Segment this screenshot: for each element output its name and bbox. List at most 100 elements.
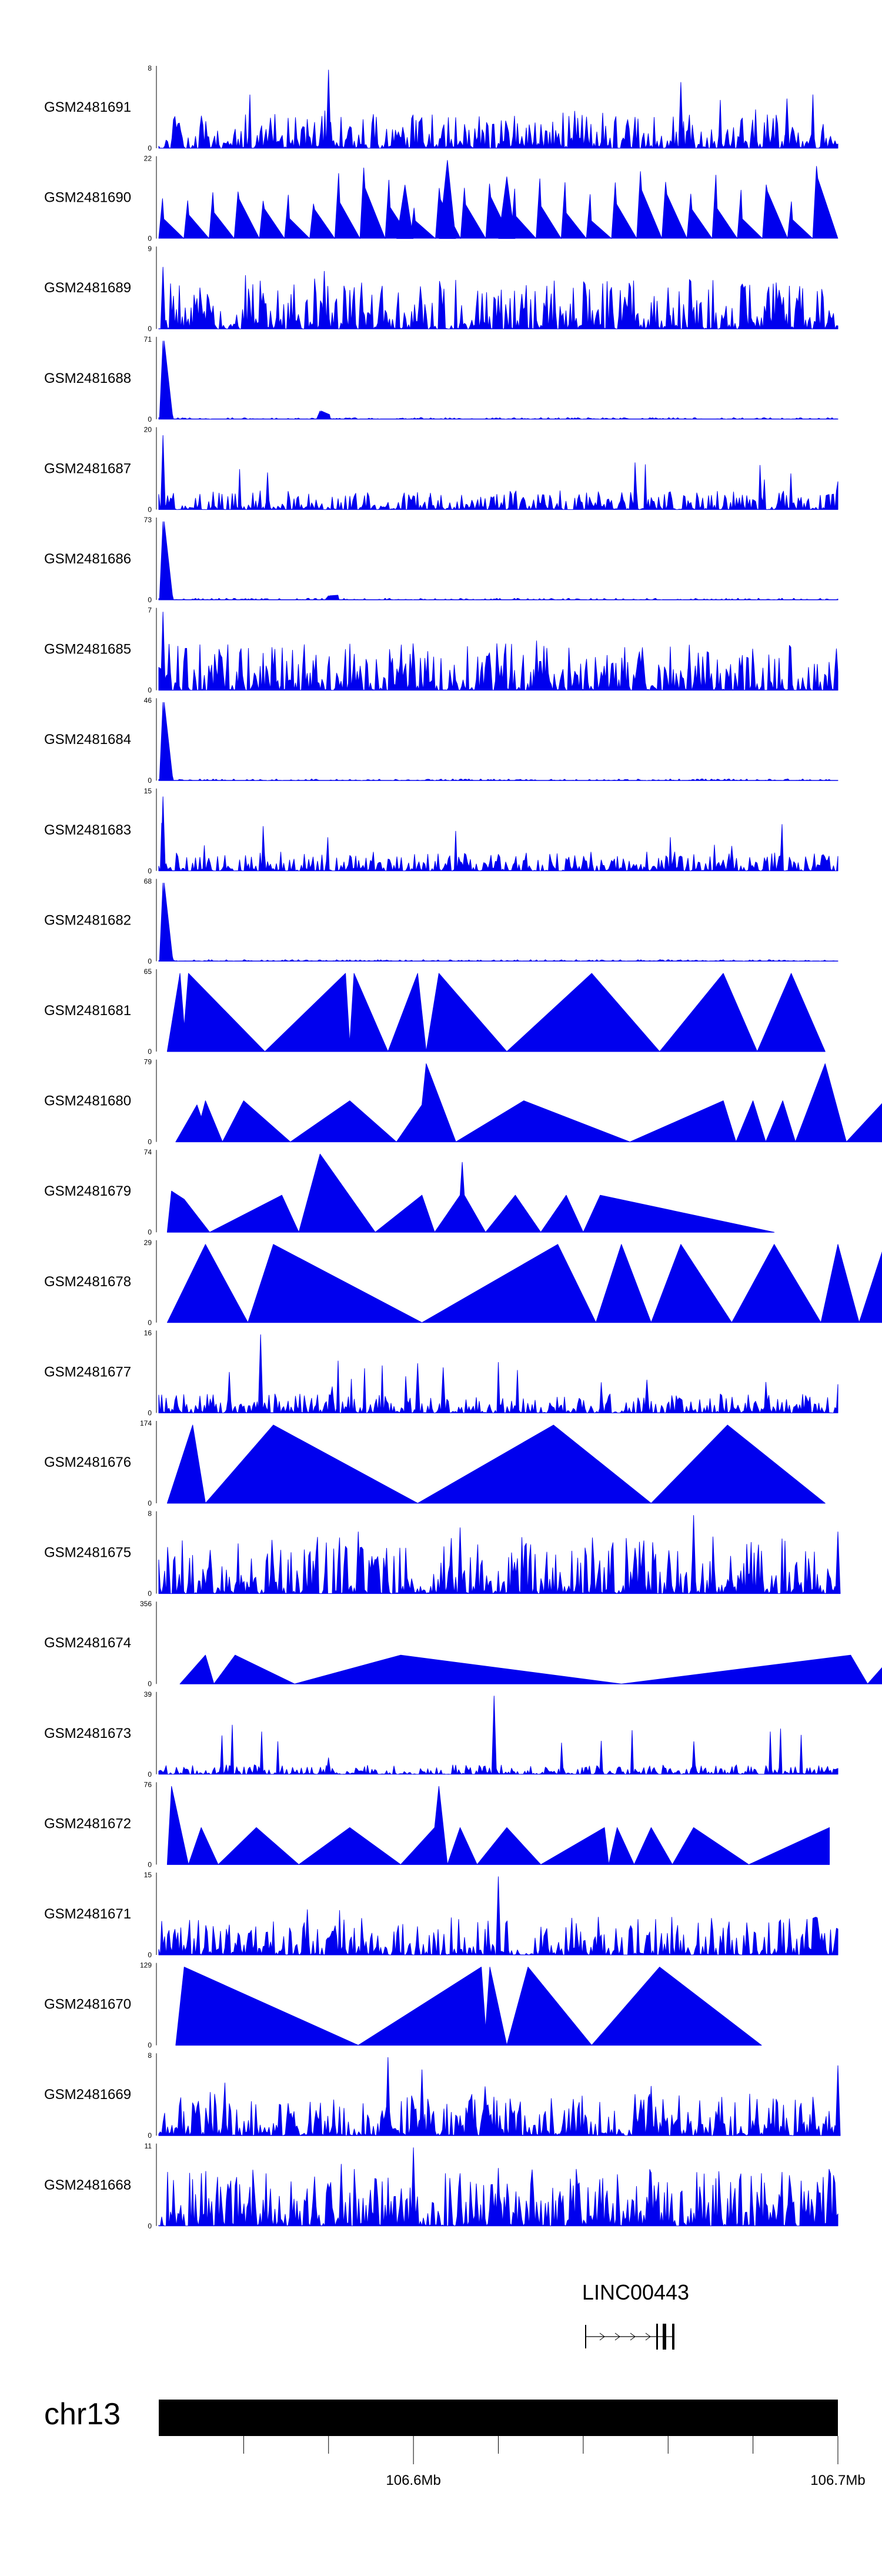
track-label: GSM2481672: [44, 1816, 131, 1831]
track-GSM2481673: GSM2481673 39 0: [44, 1690, 838, 1778]
track-GSM2481674: GSM2481674 356 0: [44, 1600, 882, 1688]
track-GSM2481671: GSM2481671 15 0: [44, 1871, 838, 1959]
track-label: GSM2481689: [44, 280, 131, 296]
track-ymin-label: 0: [148, 1680, 152, 1688]
track-signal-area: [166, 1153, 775, 1233]
track-ymax-label: 8: [148, 1510, 152, 1518]
track-ymin-label: 0: [148, 415, 152, 423]
track-ymin-label: 0: [148, 867, 152, 875]
track-ymax-label: 129: [140, 1961, 152, 1970]
track-GSM2481675: GSM2481675 8 0: [44, 1510, 841, 1598]
track-ymax-label: 71: [144, 335, 152, 343]
track-label: GSM2481690: [44, 190, 131, 206]
track-ymin-label: 0: [148, 1138, 152, 1146]
track-label: GSM2481686: [44, 551, 131, 567]
track-ymax-label: 8: [148, 2051, 152, 2060]
track-signal-area: [158, 435, 838, 510]
axis-tick-label: 106.6Mb: [386, 2472, 440, 2488]
track-ymax-label: 73: [144, 516, 152, 524]
track-ymax-label: 16: [144, 1329, 152, 1337]
track-label: GSM2481684: [44, 732, 131, 748]
gene-track: LINC00443: [582, 2280, 689, 2350]
track-ymin-label: 0: [148, 235, 152, 243]
track-signal-area: [158, 882, 838, 962]
track-label: GSM2481668: [44, 2177, 131, 2193]
track-signal-area: [158, 612, 838, 691]
chromosome-label: chr13: [44, 2397, 121, 2431]
track-GSM2481686: GSM2481686 73 0: [44, 516, 838, 604]
track-signal-area: [166, 973, 826, 1052]
track-label: GSM2481671: [44, 1906, 131, 1922]
track-signal-area: [158, 266, 838, 329]
track-ymin-label: 0: [148, 505, 152, 513]
track-ymax-label: 20: [144, 425, 152, 433]
track-GSM2481681: GSM2481681 65 0: [44, 967, 826, 1056]
track-signal-area: [158, 796, 838, 872]
track-ymin-label: 0: [148, 2222, 152, 2230]
track-signal-area: [158, 1334, 838, 1413]
track-ymax-label: 8: [148, 64, 152, 72]
track-ymax-label: 15: [144, 1871, 152, 1879]
gene-strand-arrow: [599, 2333, 605, 2341]
track-ymax-label: 22: [144, 155, 152, 163]
track-ymax-label: 9: [148, 245, 152, 253]
track-GSM2481678: GSM2481678 29 0: [44, 1239, 882, 1327]
track-GSM2481679: GSM2481679 74 0: [44, 1148, 775, 1236]
track-ymax-label: 356: [140, 1600, 152, 1608]
track-label: GSM2481681: [44, 1003, 131, 1019]
gene-strand-arrow: [630, 2333, 636, 2341]
track-ymax-label: 15: [144, 787, 152, 795]
track-signal-area: [158, 69, 838, 149]
track-GSM2481670: GSM2481670 129 0: [44, 1961, 762, 2050]
track-ymax-label: 11: [145, 2142, 152, 2150]
track-signal-area: [158, 1696, 838, 1775]
track-label: GSM2481685: [44, 642, 131, 658]
gene-strand-arrow: [614, 2333, 620, 2341]
track-GSM2481687: GSM2481687 20 0: [44, 425, 838, 513]
track-GSM2481676: GSM2481676 174 0: [44, 1419, 826, 1507]
gene-label: LINC00443: [582, 2280, 689, 2304]
track-label: GSM2481688: [44, 371, 131, 386]
track-signal-area: [158, 702, 838, 781]
track-ymin-label: 0: [148, 1047, 152, 1056]
track-label: GSM2481679: [44, 1183, 131, 1199]
track-ymax-label: 46: [144, 696, 152, 705]
track-ymax-label: 76: [144, 1780, 152, 1788]
track-label: GSM2481678: [44, 1274, 131, 1290]
track-GSM2481677: GSM2481677 16 0: [44, 1329, 838, 1417]
track-label: GSM2481682: [44, 912, 131, 928]
track-ymin-label: 0: [148, 1770, 152, 1778]
track-GSM2481685: GSM2481685 7 0: [44, 606, 838, 695]
track-signal-area: [158, 2147, 838, 2227]
track-label: GSM2481683: [44, 822, 131, 838]
track-GSM2481691: GSM2481691 8 0: [44, 64, 838, 152]
track-GSM2481669: GSM2481669 8 0: [44, 2051, 841, 2140]
track-ymax-label: 68: [144, 877, 152, 885]
gene-exon: [656, 2324, 658, 2350]
track-label: GSM2481673: [44, 1726, 131, 1741]
track-ymin-label: 0: [148, 1951, 152, 1959]
track-ymax-label: 7: [148, 606, 152, 615]
track-signal-area: [158, 2057, 841, 2136]
track-ymin-label: 0: [148, 596, 152, 604]
track-label: GSM2481674: [44, 1635, 131, 1651]
track-ymax-label: 65: [144, 967, 152, 976]
track-ymin-label: 0: [148, 325, 152, 333]
track-signal-area: [166, 1786, 830, 1865]
signal-tracks: GSM248169180GSM2481690220GSM248168990GSM…: [44, 64, 882, 2230]
track-signal-area: [158, 1876, 838, 1956]
track-signal-area: [175, 1063, 882, 1143]
axis-tick-label: 106.7Mb: [810, 2472, 865, 2488]
track-ymax-label: 39: [144, 1690, 152, 1699]
track-signal-area: [158, 1515, 841, 1594]
track-ymax-label: 29: [144, 1239, 152, 1247]
track-label: GSM2481687: [44, 461, 131, 476]
track-label: GSM2481680: [44, 1093, 131, 1109]
track-GSM2481682: GSM2481682 68 0: [44, 877, 838, 965]
track-ymin-label: 0: [148, 1409, 152, 1417]
track-signal-area: [158, 341, 838, 420]
gene-strand-arrow: [645, 2333, 651, 2341]
track-label: GSM2481675: [44, 1545, 131, 1561]
track-ymax-label: 74: [144, 1148, 152, 1156]
